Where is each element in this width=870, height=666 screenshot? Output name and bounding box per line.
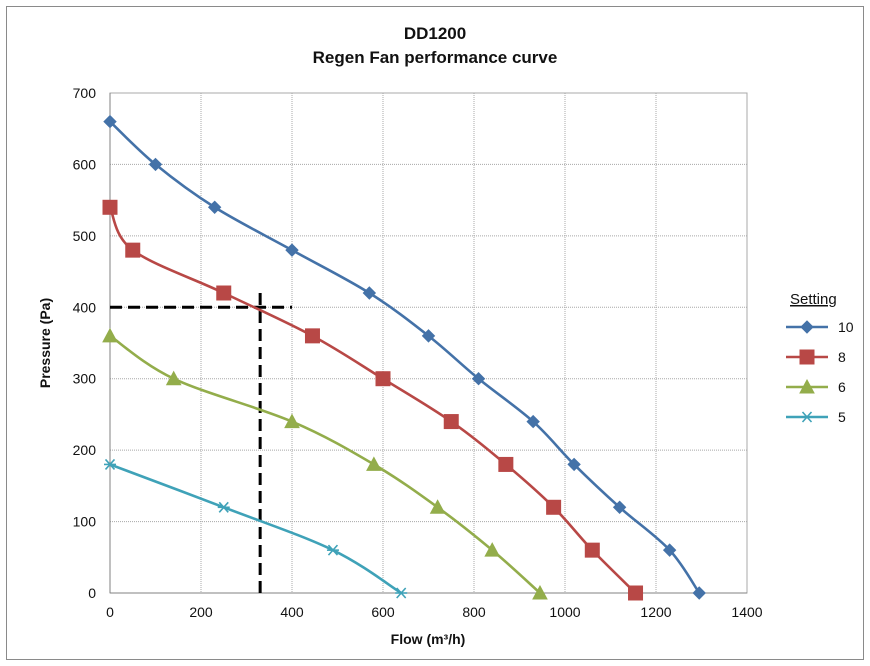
x-tick-label: 800 — [462, 604, 486, 620]
legend-swatch-marker — [799, 378, 815, 394]
y-tick-label: 100 — [73, 514, 97, 530]
gridlines — [109, 92, 748, 594]
asterisk-stroke — [801, 411, 813, 423]
legend-label: 10 — [838, 319, 854, 335]
legend-swatch-marker — [800, 320, 814, 334]
data-point-8 — [304, 328, 320, 344]
data-point-8 — [216, 285, 232, 301]
data-point-6 — [484, 542, 501, 557]
x-tick-label: 200 — [189, 604, 213, 620]
asterisk-stroke — [104, 458, 116, 470]
data-point-10 — [612, 500, 627, 514]
annotations — [110, 293, 292, 593]
chart-subtitle: Regen Fan performance curve — [312, 48, 558, 67]
data-point-5 — [104, 458, 116, 470]
data-point-8 — [102, 199, 118, 215]
legend-label: 6 — [838, 379, 846, 395]
data-point-8 — [628, 585, 644, 601]
data-point-6 — [429, 499, 446, 514]
x-axis-title: Flow (m³/h) — [391, 631, 466, 647]
series-5 — [104, 458, 408, 599]
asterisk-stroke — [218, 501, 229, 513]
legend-label: 8 — [838, 349, 846, 365]
data-point-10 — [526, 414, 540, 429]
data-point-6 — [284, 413, 300, 429]
legend: Setting 10 8 6 5 — [786, 291, 854, 425]
x-tick-label: 0 — [106, 604, 114, 620]
data-point-6 — [165, 370, 182, 386]
y-tick-label: 0 — [88, 585, 96, 601]
y-tick-label: 600 — [73, 156, 97, 172]
data-point-8 — [375, 371, 391, 387]
series-group — [102, 114, 706, 601]
series-10 — [103, 114, 706, 600]
data-point-10 — [471, 372, 486, 386]
axes — [109, 93, 747, 594]
data-point-8 — [584, 542, 600, 558]
x-tick-label: 1000 — [549, 604, 580, 620]
legend-swatch-marker — [799, 349, 815, 365]
data-point-5 — [326, 544, 339, 556]
y-tick-label: 300 — [73, 371, 97, 387]
data-point-10 — [285, 243, 299, 257]
data-point-10 — [421, 329, 436, 343]
series-6 — [102, 327, 548, 600]
legend-swatch-marker — [801, 411, 813, 423]
data-point-10 — [148, 157, 163, 172]
data-point-5 — [217, 501, 230, 513]
legend-title: Setting — [790, 291, 837, 308]
y-tick-label: 400 — [73, 299, 97, 315]
y-tick-label: 700 — [73, 85, 97, 101]
legend-label: 5 — [838, 409, 846, 425]
legend-item-5: 5 — [786, 409, 846, 425]
data-point-10 — [103, 114, 117, 129]
data-point-8 — [498, 456, 514, 472]
legend-item-10: 10 — [786, 319, 854, 335]
x-tick-label: 600 — [371, 604, 395, 620]
plot-area — [109, 92, 748, 594]
x-tick-label: 1200 — [640, 604, 671, 620]
data-point-5 — [395, 587, 408, 599]
data-point-6 — [366, 456, 382, 471]
series-line-8 — [108, 206, 637, 594]
data-point-10 — [662, 543, 677, 557]
tick-labels: 0 200 400 600 800 1000 1200 1400 0 100 200 300 400 50… — [73, 85, 763, 620]
data-point-10 — [692, 586, 706, 600]
chart-frame — [6, 6, 864, 660]
data-point-10 — [567, 457, 581, 472]
x-tick-label: 400 — [280, 604, 304, 620]
y-tick-label: 500 — [73, 228, 97, 244]
series-line-5 — [109, 463, 402, 595]
data-point-6 — [532, 584, 548, 600]
data-point-6 — [102, 327, 118, 343]
chart-title: DD1200 — [403, 24, 467, 43]
series-line-10 — [109, 120, 701, 594]
y-tick-label: 200 — [73, 442, 97, 458]
x-tick-label: 1400 — [731, 604, 762, 620]
y-axis-title: Pressure (Pa) — [37, 298, 53, 388]
data-point-10 — [207, 200, 222, 214]
legend-item-6: 6 — [786, 378, 846, 395]
asterisk-stroke — [396, 587, 407, 599]
series-8 — [102, 199, 644, 601]
data-point-8 — [125, 242, 141, 258]
data-point-8 — [443, 414, 459, 430]
data-point-8 — [546, 499, 562, 515]
asterisk-stroke — [327, 544, 339, 556]
data-point-10 — [362, 286, 377, 300]
legend-item-8: 8 — [786, 349, 846, 365]
